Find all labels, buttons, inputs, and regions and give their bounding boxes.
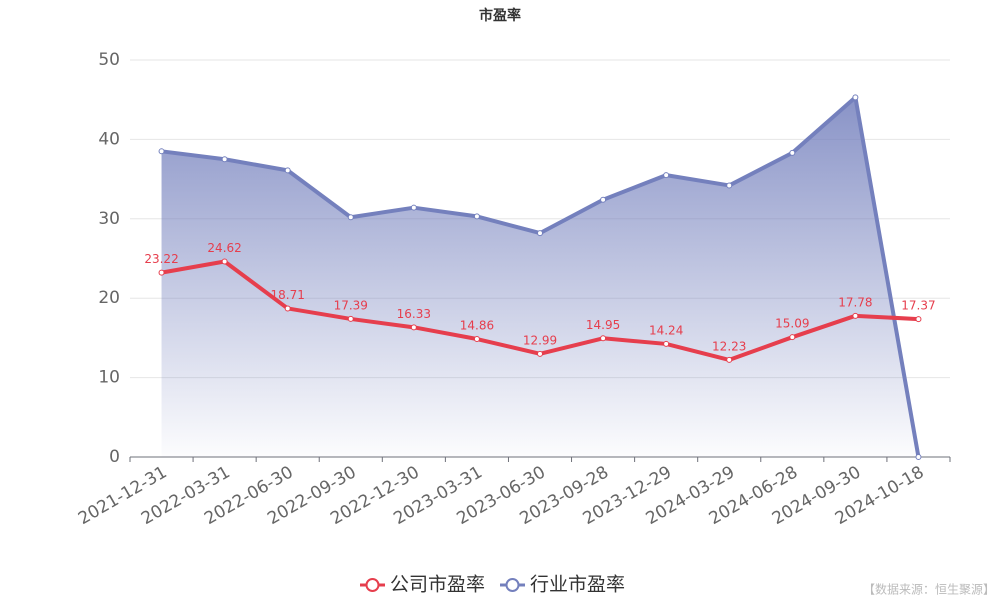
point [473,213,480,220]
point [789,149,796,156]
legend-label: 行业市盈率 [530,574,625,596]
y-tick-label: 0 [109,447,120,467]
y-tick-label: 50 [98,50,120,70]
point [852,312,859,319]
point [221,156,228,163]
point [284,305,291,312]
data-label: 12.23 [712,339,746,353]
chart-title: 市盈率 [479,7,521,24]
point [726,182,733,189]
point [537,350,543,357]
legend-marker [505,578,520,592]
data-label: 14.95 [586,318,620,332]
data-label: 12.99 [523,333,557,347]
data-label: 17.78 [838,295,872,309]
point [915,316,922,323]
point [600,335,607,342]
data-label: 23.22 [144,252,178,266]
y-tick-label: 20 [98,288,120,308]
point [347,214,354,221]
data-label: 18.71 [271,288,305,302]
area [161,97,919,458]
point [410,204,417,211]
point [221,258,228,265]
point [158,148,165,155]
y-tick-label: 30 [98,209,120,229]
source-note: 【数据来源：恒生聚源】 [863,582,995,597]
y-tick-label: 10 [98,368,120,388]
data-label: 14.24 [649,323,683,337]
point [473,336,480,343]
data-label: 24.62 [207,241,241,255]
point [663,340,670,347]
point [537,230,543,237]
point [410,324,417,331]
point [600,196,607,203]
legend-marker [365,578,380,592]
point [347,315,354,322]
point [726,356,733,363]
point [663,172,670,179]
point [789,334,796,341]
legend-label: 公司市盈率 [390,574,485,596]
data-label: 17.37 [901,299,935,313]
data-label: 15.09 [775,317,809,331]
point [852,94,859,101]
data-label: 16.33 [397,307,431,321]
y-tick-label: 40 [98,129,120,149]
point [915,454,922,460]
point [284,167,291,174]
data-label: 17.39 [334,298,368,312]
point [158,269,165,276]
data-label: 14.86 [460,319,494,333]
